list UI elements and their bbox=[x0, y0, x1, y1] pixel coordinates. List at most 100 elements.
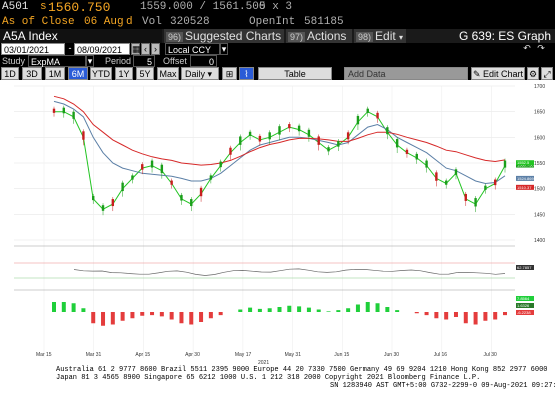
period-1d-button[interactable]: 1D bbox=[1, 67, 19, 80]
candle-body bbox=[72, 111, 75, 119]
period-1y-button[interactable]: 1Y bbox=[115, 67, 133, 80]
edit-chevron-icon: ▾ bbox=[399, 33, 404, 42]
security-field[interactable]: A5A Index bbox=[0, 29, 162, 43]
actions-button[interactable]: 97)Actions ▾ bbox=[286, 29, 352, 57]
period-label: Period bbox=[105, 56, 132, 66]
price-prefix: s bbox=[40, 1, 47, 13]
period-1m-button[interactable]: 1M bbox=[45, 67, 65, 80]
calendar-icon[interactable]: ▦ bbox=[131, 43, 141, 55]
candle-body bbox=[62, 107, 66, 114]
start-date-field[interactable]: 03/01/2021 bbox=[1, 43, 65, 55]
x-tick-label: Mar 15 bbox=[36, 352, 52, 358]
edit-chart-button[interactable]: ✎ Edit Chart bbox=[471, 67, 525, 80]
macd-bar bbox=[101, 312, 106, 326]
macd-bar bbox=[179, 312, 184, 324]
price-chart[interactable]: 1700 1650 1600 1550 1500 1450 1400 Mar 15 Mar 31… bbox=[0, 80, 555, 366]
candle-body bbox=[131, 175, 134, 180]
x-tick-label: May 17 bbox=[235, 352, 252, 358]
next-arrow-icon[interactable]: › bbox=[151, 43, 160, 55]
macd-bar bbox=[189, 312, 194, 325]
macd-bar bbox=[346, 308, 351, 312]
candle-body bbox=[219, 161, 222, 168]
macd-bar bbox=[453, 312, 458, 317]
y-tick-label: 1700 bbox=[534, 84, 545, 90]
suggested-charts-button[interactable]: 96) Suggested Charts bbox=[164, 29, 284, 43]
y-tick-label: 1600 bbox=[534, 135, 545, 141]
macd-bar bbox=[52, 302, 56, 312]
macd-bar bbox=[444, 312, 449, 320]
macd-bar bbox=[316, 309, 321, 312]
macd-bar bbox=[365, 302, 370, 312]
volume: 320528 bbox=[170, 16, 210, 28]
candle-body bbox=[141, 164, 144, 170]
macd-bar bbox=[297, 306, 302, 312]
y-tick-label: 1400 bbox=[534, 238, 545, 244]
macd-value-label: -6.2238 bbox=[517, 310, 531, 315]
macd-bar bbox=[424, 312, 429, 316]
quote-subheader: As of Close 06 Aug d Vol 320528 OpenInt … bbox=[0, 15, 555, 29]
offset-field[interactable]: 0 bbox=[190, 55, 217, 67]
footer-line-3: SN 1283940 AST GMT+5:00 G732-2299-0 09-A… bbox=[330, 382, 555, 390]
period-5y-button[interactable]: 5Y bbox=[136, 67, 154, 80]
openint: 581185 bbox=[304, 16, 344, 28]
period-6m-button[interactable]: 6M bbox=[68, 67, 88, 80]
period-ytd-button[interactable]: YTD bbox=[90, 67, 112, 80]
candle-body bbox=[52, 108, 56, 113]
bid-ask-size: 5 x 3 bbox=[259, 1, 293, 13]
macd-bar bbox=[277, 307, 282, 312]
chart-settings-icon[interactable]: ⚙ bbox=[527, 67, 539, 80]
macd-bar bbox=[91, 312, 96, 324]
ticker: A501 bbox=[2, 1, 29, 13]
period-field[interactable]: 5 bbox=[133, 55, 155, 67]
candle-body bbox=[356, 115, 360, 125]
x-tick-label: May 31 bbox=[285, 352, 302, 358]
edit-label: Edit bbox=[375, 29, 396, 43]
candle-body bbox=[386, 127, 389, 135]
chart-area[interactable]: 1700 1650 1600 1550 1500 1450 1400 Mar 15 Mar 31… bbox=[0, 80, 555, 380]
period-max-button[interactable]: Max bbox=[157, 67, 179, 80]
candle-body bbox=[503, 160, 507, 168]
footer-line-1: Australia 61 2 9777 8600 Brazil 5511 239… bbox=[56, 366, 548, 374]
candle-body bbox=[337, 141, 340, 147]
edit-menu-button[interactable]: 98) Edit ▾ bbox=[354, 29, 406, 43]
macd-bar bbox=[463, 312, 468, 324]
candle-body bbox=[258, 135, 262, 142]
study-label: Study bbox=[2, 56, 26, 66]
macd-bar bbox=[238, 309, 243, 312]
candle-body bbox=[297, 125, 301, 132]
macd-bar bbox=[71, 303, 76, 312]
candle-body bbox=[160, 164, 164, 174]
macd-bar bbox=[208, 312, 213, 319]
price-tag bbox=[516, 184, 534, 190]
prev-arrow-icon[interactable]: ‹ bbox=[141, 43, 150, 55]
add-data-input[interactable]: Add Data bbox=[344, 67, 468, 80]
study-chevron-icon[interactable]: ▾ bbox=[86, 55, 94, 67]
redo-icon[interactable]: ↷ bbox=[536, 43, 546, 55]
line-chart-icon[interactable]: ⌇ bbox=[239, 67, 254, 80]
undo-icon[interactable]: ↶ bbox=[522, 43, 532, 55]
as-of-date: 06 Aug bbox=[84, 16, 124, 28]
candle-body bbox=[288, 124, 291, 129]
frequency-select[interactable]: Daily ▾ bbox=[181, 67, 219, 80]
chart-type-icon[interactable]: ⊞ bbox=[222, 67, 237, 80]
end-date-field[interactable]: 08/09/2021 bbox=[74, 43, 130, 55]
study-select[interactable]: ExpMA bbox=[28, 55, 86, 67]
currency-select[interactable]: Local CCY bbox=[165, 43, 220, 55]
macd-bar bbox=[355, 304, 360, 312]
period-3d-button[interactable]: 3D bbox=[22, 67, 42, 80]
currency-chevron-icon[interactable]: ▾ bbox=[220, 43, 228, 55]
footer-line-2: Japan 81 3 4565 8900 Singapore 65 6212 1… bbox=[56, 374, 481, 382]
quote-header: A501 s 1560.750 1559.000 / 1561.500 5 x … bbox=[0, 0, 555, 15]
x-tick-label: Jul 16 bbox=[434, 352, 448, 358]
rsi-value-label: 62.7857 bbox=[517, 265, 532, 270]
macd-bar bbox=[257, 308, 262, 312]
suggested-label: Suggested Charts bbox=[185, 29, 282, 43]
macd-bar bbox=[414, 312, 419, 314]
price-tag-label: 1552.5 bbox=[517, 160, 530, 165]
expand-icon[interactable]: ⤢ bbox=[541, 67, 553, 80]
macd-bar bbox=[169, 312, 174, 320]
table-button[interactable]: Table bbox=[258, 67, 332, 80]
macd-bar bbox=[248, 307, 253, 312]
edit-chart-label: Edit Chart bbox=[483, 69, 524, 79]
x-tick-label: Jun 15 bbox=[334, 352, 349, 358]
